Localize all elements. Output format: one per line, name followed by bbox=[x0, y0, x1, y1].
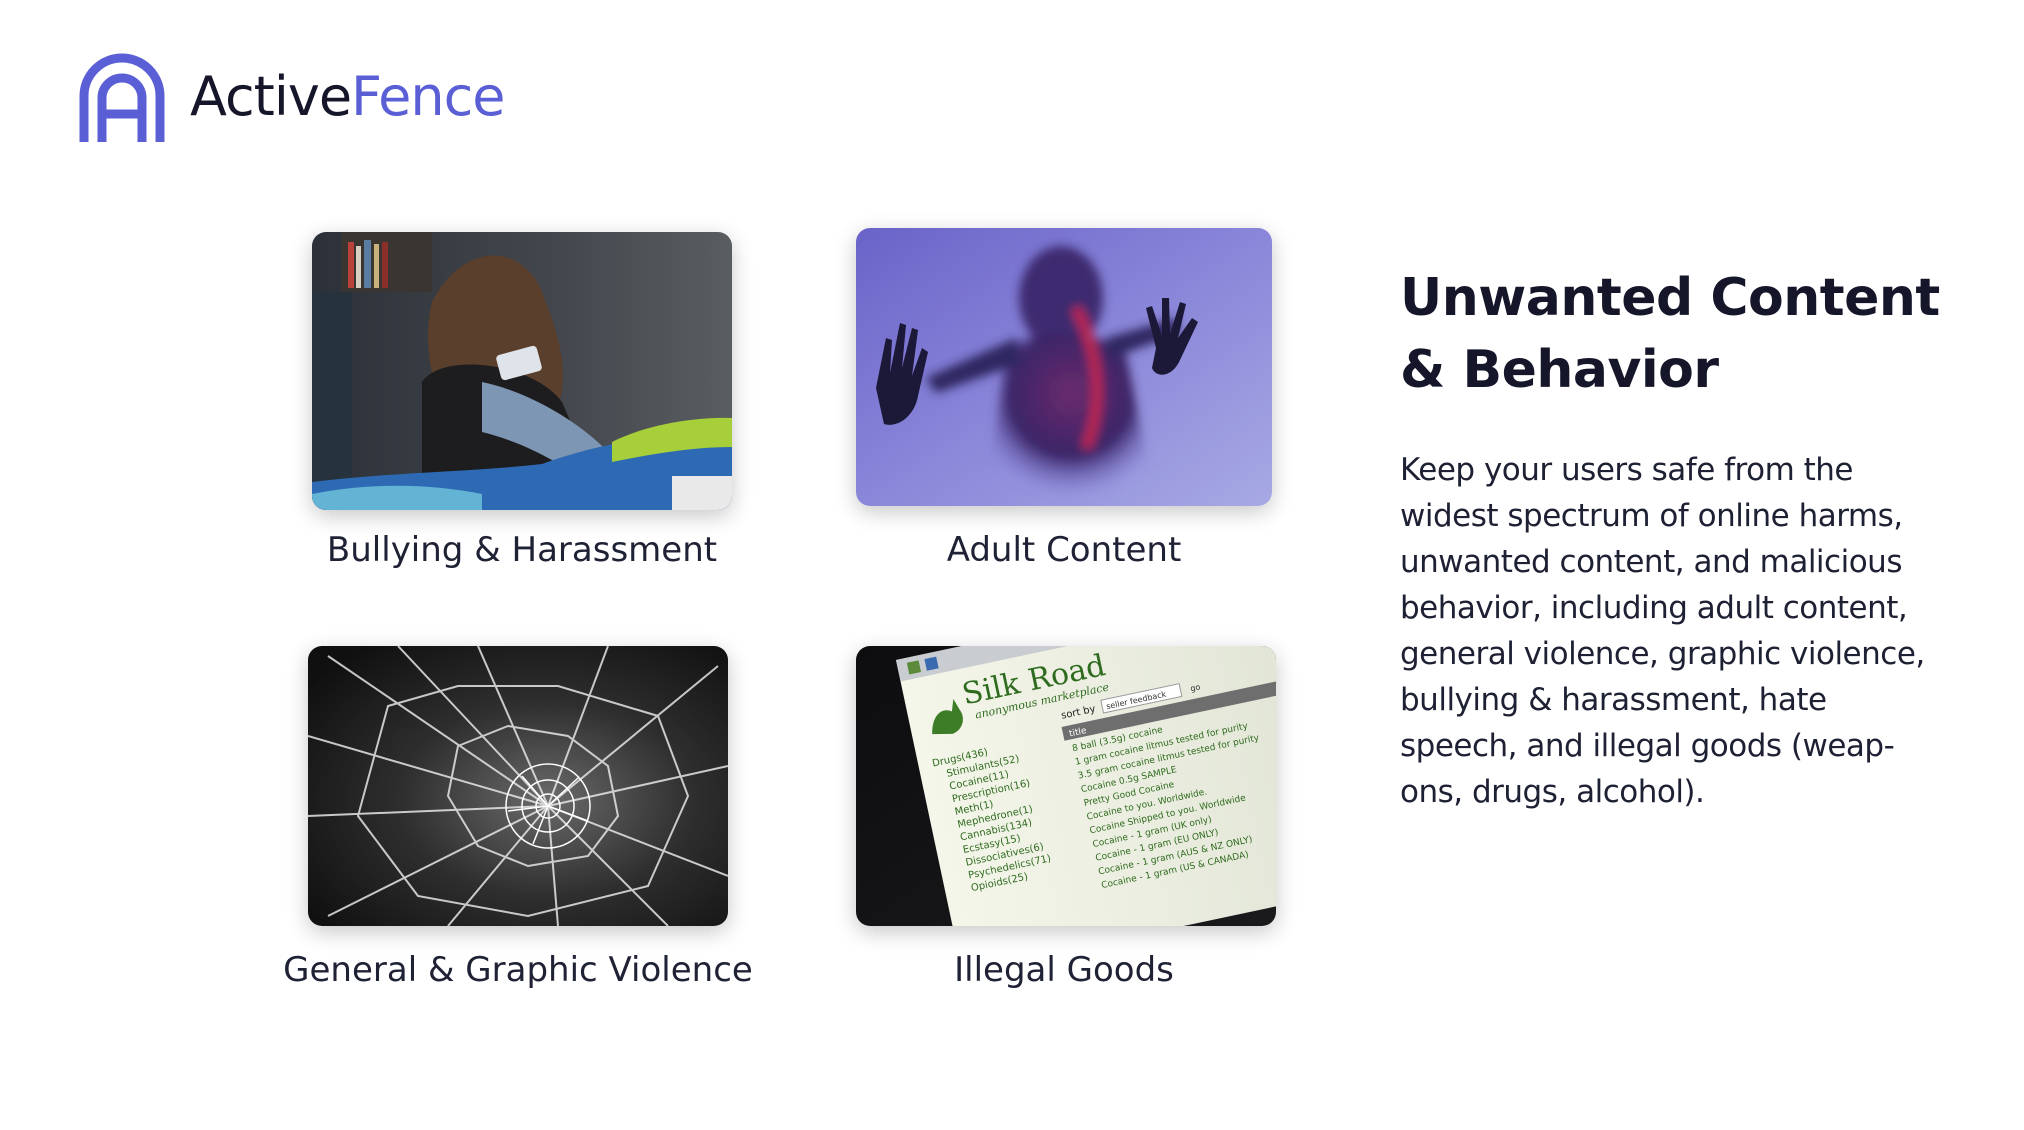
section-description: Keep your users safe from the widest spec… bbox=[1400, 447, 2000, 815]
silk-road-screenshot: Silk Road anonymous marketplace sort by … bbox=[856, 646, 1276, 926]
caption-illegal-goods: Illegal Goods bbox=[954, 950, 1174, 990]
description-line: unwanted content, and malicious bbox=[1400, 544, 1902, 580]
listing-header: title bbox=[1068, 726, 1088, 740]
heading-line-1: Unwanted Content bbox=[1400, 268, 1940, 328]
description-line: ons, drugs, alcohol). bbox=[1400, 774, 1705, 810]
caption-violence: General & Graphic Violence bbox=[283, 950, 753, 990]
caption-adult-content: Adult Content bbox=[946, 530, 1182, 570]
brand-name: ActiveFence bbox=[190, 65, 506, 128]
heading-line-2: & Behavior bbox=[1400, 340, 1719, 400]
activefence-logo: ActiveFence bbox=[78, 52, 506, 142]
description-line: Keep your users safe from the bbox=[1400, 452, 1854, 488]
violence-photo bbox=[308, 646, 728, 926]
bullying-photo bbox=[312, 232, 732, 510]
description-line: bullying & harassment, hate bbox=[1400, 682, 1827, 718]
description-line: widest spectrum of online harms, bbox=[1400, 498, 1903, 534]
go-button: go bbox=[1190, 682, 1202, 693]
description-line: speech, and illegal goods (weap- bbox=[1400, 728, 1895, 764]
activefence-arch-icon bbox=[79, 53, 165, 142]
caption-bullying: Bullying & Harassment bbox=[326, 530, 718, 570]
description-line: general violence, graphic violence, bbox=[1400, 636, 1925, 672]
adult-content-photo bbox=[856, 228, 1272, 506]
section-heading: Unwanted Content & Behavior bbox=[1400, 262, 1960, 406]
description-line: behavior, including adult content, bbox=[1400, 590, 1908, 626]
